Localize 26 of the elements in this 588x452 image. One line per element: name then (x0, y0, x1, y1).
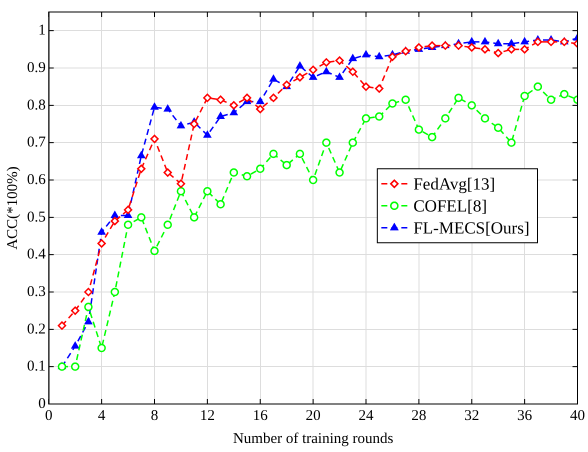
x-tick-label: 8 (150, 408, 158, 424)
x-tick-label: 32 (464, 408, 480, 424)
x-tick-label: 24 (358, 408, 374, 424)
y-tick-label: 0.8 (27, 97, 46, 114)
y-tick-label: 0.2 (27, 321, 46, 338)
y-tick-label: 0.1 (27, 358, 46, 375)
y-axis-title: ACC(*100%) (4, 166, 21, 250)
y-tick-label: 1 (38, 22, 46, 39)
y-tick-label: 0.9 (27, 60, 46, 76)
x-tick-label: 4 (98, 408, 106, 424)
y-tick-label: 0.6 (27, 172, 46, 188)
x-tick-label: 20 (306, 408, 321, 424)
y-tick-label: 0.3 (27, 284, 46, 300)
x-tick-label: 12 (200, 408, 215, 424)
x-tick-label: 40 (570, 408, 585, 424)
y-tick-label: 0.7 (27, 134, 46, 151)
x-tick-label: 36 (517, 408, 533, 424)
legend-label: FL-MECS[Ours] (413, 218, 530, 238)
y-tick-label: 0.5 (27, 209, 46, 226)
x-tick-label: 16 (252, 408, 268, 424)
legend-label: FedAvg[13] (413, 174, 496, 194)
x-axis-title: Number of training rounds (232, 430, 394, 447)
y-tick-label: 0.4 (27, 246, 46, 263)
x-tick-label: 28 (411, 408, 426, 424)
y-tick-label: 0 (38, 396, 46, 412)
legend-label: COFEL[8] (413, 196, 487, 216)
